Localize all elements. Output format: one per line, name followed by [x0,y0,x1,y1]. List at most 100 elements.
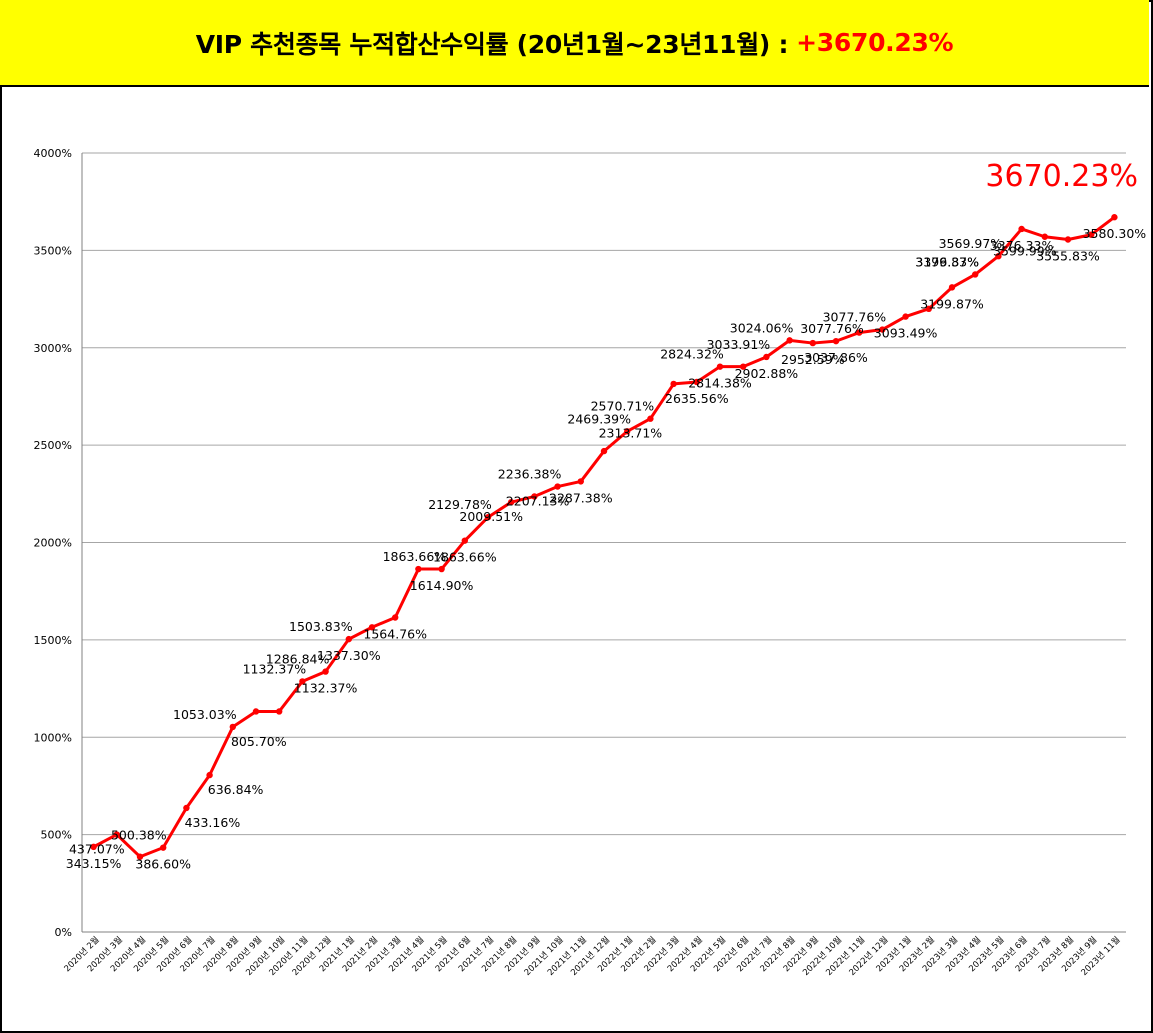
data-label: 3199.87% [915,254,979,269]
final-value-label: 3670.23% [985,159,1138,194]
data-label: 2009.51% [459,509,523,524]
data-label: 343.15% [66,856,122,871]
data-label: 3599.99% [993,244,1057,259]
data-label: 3077.76% [823,310,887,325]
data-label: 1132.37% [294,681,358,696]
data-label: 1564.76% [363,626,427,641]
data-label: 2469.39% [567,411,631,426]
y-tick-label: 500% [41,829,72,842]
data-point [600,447,608,455]
data-point [693,378,700,386]
data-point [113,831,121,838]
data-label: 3569.97% [939,236,1003,251]
data-point [716,363,724,370]
data-label: 2313.71% [599,426,663,441]
data-label: 636.84% [208,782,264,797]
data-label: 1286.84% [266,652,330,667]
data-point [484,514,492,521]
data-point [832,337,840,345]
y-tick-label: 1500% [34,634,72,647]
total-return: +3670.23% [796,28,954,57]
data-label: 3555.83% [1036,249,1100,264]
data-point [879,326,886,333]
data-label: 2570.71% [591,399,655,414]
data-point [647,415,654,422]
data-label: 3580.30% [1083,226,1147,241]
data-label: 1053.03% [173,707,237,722]
data-point [90,843,97,851]
y-tick-label: 0% [55,926,72,939]
data-label: 1337.30% [317,648,381,663]
data-point [740,363,747,370]
data-point [415,565,422,573]
data-label: 2635.56% [665,391,729,406]
data-point [368,624,376,631]
data-point [972,271,979,278]
data-label: 2814.38% [688,376,752,391]
data-label: 3077.76% [800,321,864,336]
y-tick-label: 3500% [34,244,72,257]
data-label: 2287.38% [549,490,613,505]
data-point [925,305,932,313]
chart-title: VIP 추천종목 누적합산수익률 (20년1월~23년11월) : [195,29,789,59]
y-tick-label: 1000% [34,731,72,744]
data-label: 2952.59% [781,352,845,367]
data-label: 3024.06% [730,320,794,335]
data-label: 1863.66% [433,550,497,565]
data-point [461,537,468,544]
data-label: 437.07% [69,842,125,857]
data-label: 1863.66% [383,549,447,564]
data-label: 3376.33% [990,238,1054,253]
data-point [948,284,956,291]
data-point [345,635,352,643]
data-point [252,708,260,715]
y-tick-label: 2000% [34,537,72,550]
data-label: 1614.90% [410,578,474,593]
data-point [136,853,144,860]
data-label: 2824.32% [660,347,724,362]
data-point [856,329,863,336]
data-label: 1132.37% [243,661,307,676]
data-point [322,668,329,675]
y-tick-label: 4000% [34,147,72,160]
data-point [786,337,793,344]
data-point [1088,231,1095,238]
data-label: 500.38% [111,828,167,843]
data-label: 805.70% [231,734,287,749]
data-point [508,498,515,506]
data-point [1018,225,1025,233]
data-point [670,380,677,388]
data-point [763,353,770,361]
data-point [554,483,561,490]
data-point [995,253,1002,260]
data-point [276,708,283,715]
data-point [206,771,213,779]
data-point [1064,236,1072,243]
data-point [160,844,167,851]
y-tick-label: 2500% [34,439,72,452]
data-point [531,493,538,500]
data-label: 433.16% [185,815,241,830]
data-label: 2207.13% [506,494,570,509]
data-point [438,565,445,573]
data-label: 1503.83% [289,619,353,634]
data-point [299,678,306,685]
data-point [229,723,236,731]
data-point [1041,233,1049,240]
data-point [809,339,816,347]
data-label: 3199.87% [920,296,984,311]
data-point [183,804,190,812]
data-label: 3376.33% [915,254,979,269]
data-label: 386.60% [135,857,191,872]
title-banner: VIP 추천종목 누적합산수익률 (20년1월~23년11월) : +3670.… [0,0,1149,87]
data-point [902,313,909,320]
data-point [624,428,631,435]
data-point [392,614,399,621]
y-tick-label: 3000% [34,342,72,355]
data-label: 3037.86% [804,350,868,365]
data-point [1111,214,1118,221]
data-point [577,478,584,485]
data-label: 3033.91% [707,337,771,352]
